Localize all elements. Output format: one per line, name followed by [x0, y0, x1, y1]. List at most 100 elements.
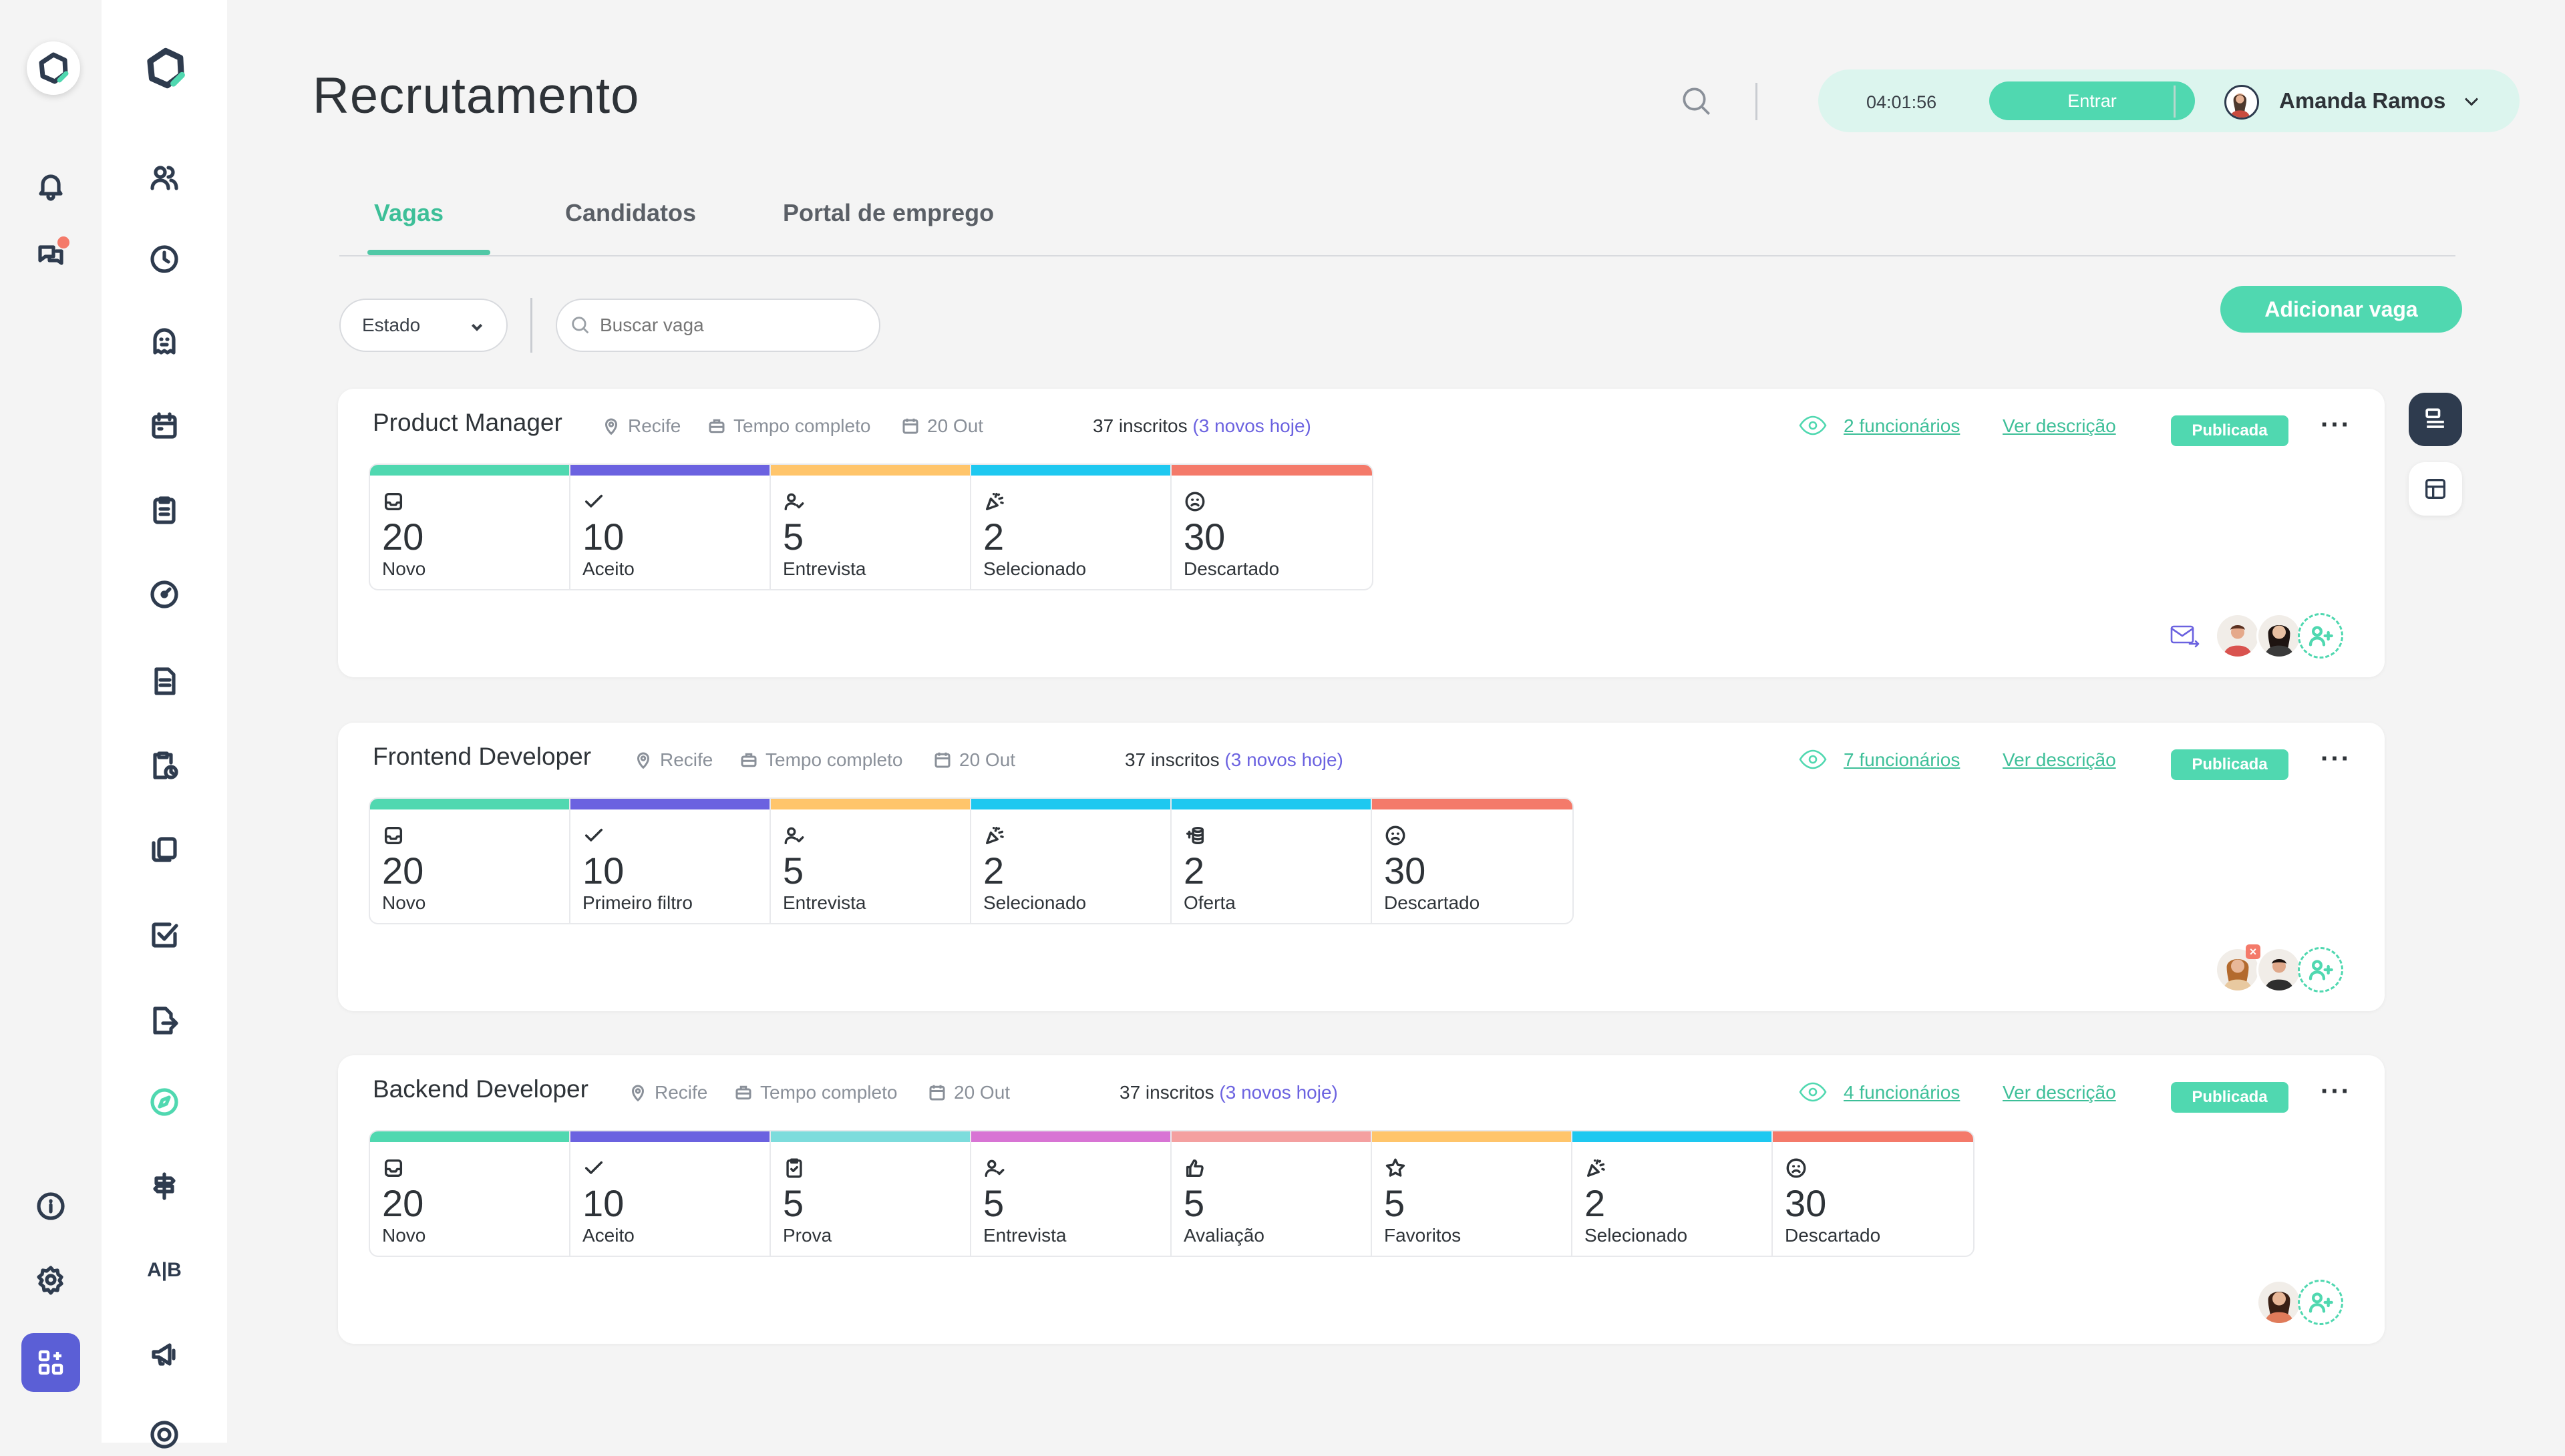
pipeline-stage[interactable]: 30 Descartado — [1172, 465, 1372, 589]
avatar[interactable] — [2224, 85, 2259, 120]
job-card[interactable]: Product Manager Recife Tempo completo 20 Ou… — [338, 389, 2385, 677]
pipeline-stage[interactable]: 2 Selecionado — [971, 799, 1172, 923]
pipeline-stage[interactable]: 30 Descartado — [1773, 1131, 1973, 1256]
stage-label: Novo — [382, 558, 426, 579]
send-email-icon[interactable] — [2170, 624, 2200, 648]
stage-label: Descartado — [1384, 892, 1480, 913]
pipeline-stage[interactable]: 10 Aceito — [570, 1131, 771, 1256]
settings-icon[interactable] — [29, 1258, 72, 1301]
tab-portal-de-emprego[interactable]: Portal de emprego — [783, 199, 995, 226]
app-logo[interactable] — [139, 41, 192, 95]
employees-link[interactable]: 4 funcionários — [1844, 1082, 1960, 1103]
checkbox-icon[interactable] — [143, 914, 186, 956]
clipboard-clock-icon[interactable] — [143, 744, 186, 787]
people-icon[interactable] — [143, 156, 186, 199]
applicants-count: 37 inscritos (3 novos hoje) — [1125, 749, 1343, 771]
chevron-down-icon[interactable] — [2459, 89, 2484, 114]
gauge-icon[interactable] — [143, 573, 186, 616]
job-title[interactable]: Backend Developer — [373, 1075, 588, 1103]
pipeline-stage[interactable]: 30 Descartado — [1372, 799, 1572, 923]
info-icon[interactable] — [29, 1185, 72, 1228]
job-card[interactable]: Frontend Developer Recife Tempo completo 20… — [338, 723, 2385, 1011]
ab-icon[interactable]: A|B — [143, 1249, 186, 1292]
compass-icon[interactable] — [143, 1081, 186, 1123]
pipeline-stage[interactable]: 2 Oferta — [1172, 799, 1372, 923]
pipeline-stage[interactable]: 10 Primeiro filtro — [570, 799, 771, 923]
more-options-icon[interactable]: ··· — [2321, 1077, 2351, 1106]
pipeline-stage[interactable]: 20 Novo — [370, 799, 570, 923]
tab-candidatos[interactable]: Candidatos — [565, 199, 697, 226]
tab-vagas[interactable]: Vagas — [374, 199, 444, 226]
more-options-icon[interactable]: ··· — [2321, 410, 2351, 439]
stage-count: 5 — [983, 1182, 1005, 1224]
employees-link[interactable]: 2 funcionários — [1844, 415, 1960, 436]
avatar[interactable] — [2256, 947, 2302, 992]
job-card[interactable]: Backend Developer Recife Tempo completo 20 … — [338, 1055, 2385, 1344]
clock-icon[interactable] — [143, 238, 186, 281]
stage-count: 5 — [1384, 1182, 1405, 1224]
view-description-link[interactable]: Ver descrição — [2003, 749, 2116, 770]
pipeline-stage[interactable]: 2 Selecionado — [1572, 1131, 1773, 1256]
ghost-icon[interactable] — [143, 321, 186, 363]
location-pin-icon — [633, 750, 653, 770]
more-options-icon[interactable]: ··· — [2321, 744, 2351, 773]
check-icon — [584, 494, 603, 508]
pipeline-stage[interactable]: 5 Favoritos — [1372, 1131, 1572, 1256]
add-employee-button[interactable] — [2298, 947, 2343, 992]
clipboard-check-icon — [786, 1158, 802, 1178]
pipeline-stage[interactable]: 5 Avaliação — [1172, 1131, 1372, 1256]
add-job-button[interactable]: Adicionar vaga — [2220, 286, 2462, 333]
job-type: Tempo completo — [739, 749, 902, 771]
apps-button[interactable] — [21, 1333, 80, 1392]
employees-link[interactable]: 7 funcionários — [1844, 749, 1960, 770]
sidebar — [102, 0, 227, 1443]
files-icon[interactable] — [143, 828, 186, 871]
add-employee-button[interactable] — [2298, 1280, 2343, 1325]
company-logo[interactable] — [27, 41, 80, 95]
state-select[interactable]: Estado — [339, 299, 508, 352]
job-date: 20 Out — [932, 749, 1015, 771]
search-input[interactable] — [556, 299, 880, 352]
pipeline-stages: 20 Novo 10 Aceito 5 Prova 5 Entrevista 5 Avaliaçã… — [369, 1130, 1975, 1257]
avatar[interactable] — [2256, 1280, 2302, 1325]
pipeline-stage[interactable]: 5 Entrevista — [771, 465, 971, 589]
calendar-icon[interactable] — [143, 405, 186, 447]
table-view-button[interactable] — [2409, 462, 2462, 516]
target-icon[interactable] — [143, 1413, 186, 1456]
divider — [1755, 83, 1757, 120]
view-description-link[interactable]: Ver descrição — [2003, 1082, 2116, 1103]
list-view-button[interactable] — [2409, 393, 2462, 446]
pipeline-stage[interactable]: 5 Prova — [771, 1131, 971, 1256]
clock-in-button[interactable]: Entrar — [1989, 81, 2195, 120]
document-icon[interactable] — [143, 660, 186, 703]
stage-count: 5 — [783, 850, 804, 892]
add-employee-button[interactable] — [2298, 613, 2343, 659]
calendar-icon — [932, 750, 953, 770]
remove-icon[interactable]: × — [2246, 944, 2260, 959]
megaphone-icon[interactable] — [143, 1333, 186, 1376]
pipeline-stage[interactable]: 5 Entrevista — [971, 1131, 1172, 1256]
pipeline-stage[interactable]: 5 Entrevista — [771, 799, 971, 923]
stage-color-bar — [370, 465, 569, 476]
pipeline-stage[interactable]: 20 Novo — [370, 1131, 570, 1256]
new-today-text: (3 novos hoje) — [1192, 415, 1311, 436]
pipeline-stage[interactable]: 2 Selecionado — [971, 465, 1172, 589]
view-description-link[interactable]: Ver descrição — [2003, 415, 2116, 436]
job-title[interactable]: Product Manager — [373, 409, 562, 436]
job-title[interactable]: Frontend Developer — [373, 743, 592, 770]
search-icon[interactable] — [1678, 83, 1715, 120]
document-export-icon[interactable] — [143, 999, 186, 1042]
applicants-count: 37 inscritos (3 novos hoje) — [1120, 1082, 1338, 1103]
stage-count: 30 — [1184, 516, 1226, 558]
job-type-text: Tempo completo — [760, 1082, 898, 1103]
clipboard-icon[interactable] — [143, 489, 186, 532]
avatar[interactable] — [2215, 613, 2260, 659]
pipeline-stage[interactable]: 20 Novo — [370, 465, 570, 589]
signpost-icon[interactable] — [143, 1165, 186, 1208]
chat-icon[interactable] — [29, 234, 72, 277]
stage-label: Entrevista — [983, 1225, 1067, 1246]
avatar[interactable] — [2256, 613, 2302, 659]
bell-icon[interactable] — [29, 164, 72, 207]
user-name[interactable]: Amanda Ramos — [2279, 88, 2446, 113]
pipeline-stage[interactable]: 10 Aceito — [570, 465, 771, 589]
